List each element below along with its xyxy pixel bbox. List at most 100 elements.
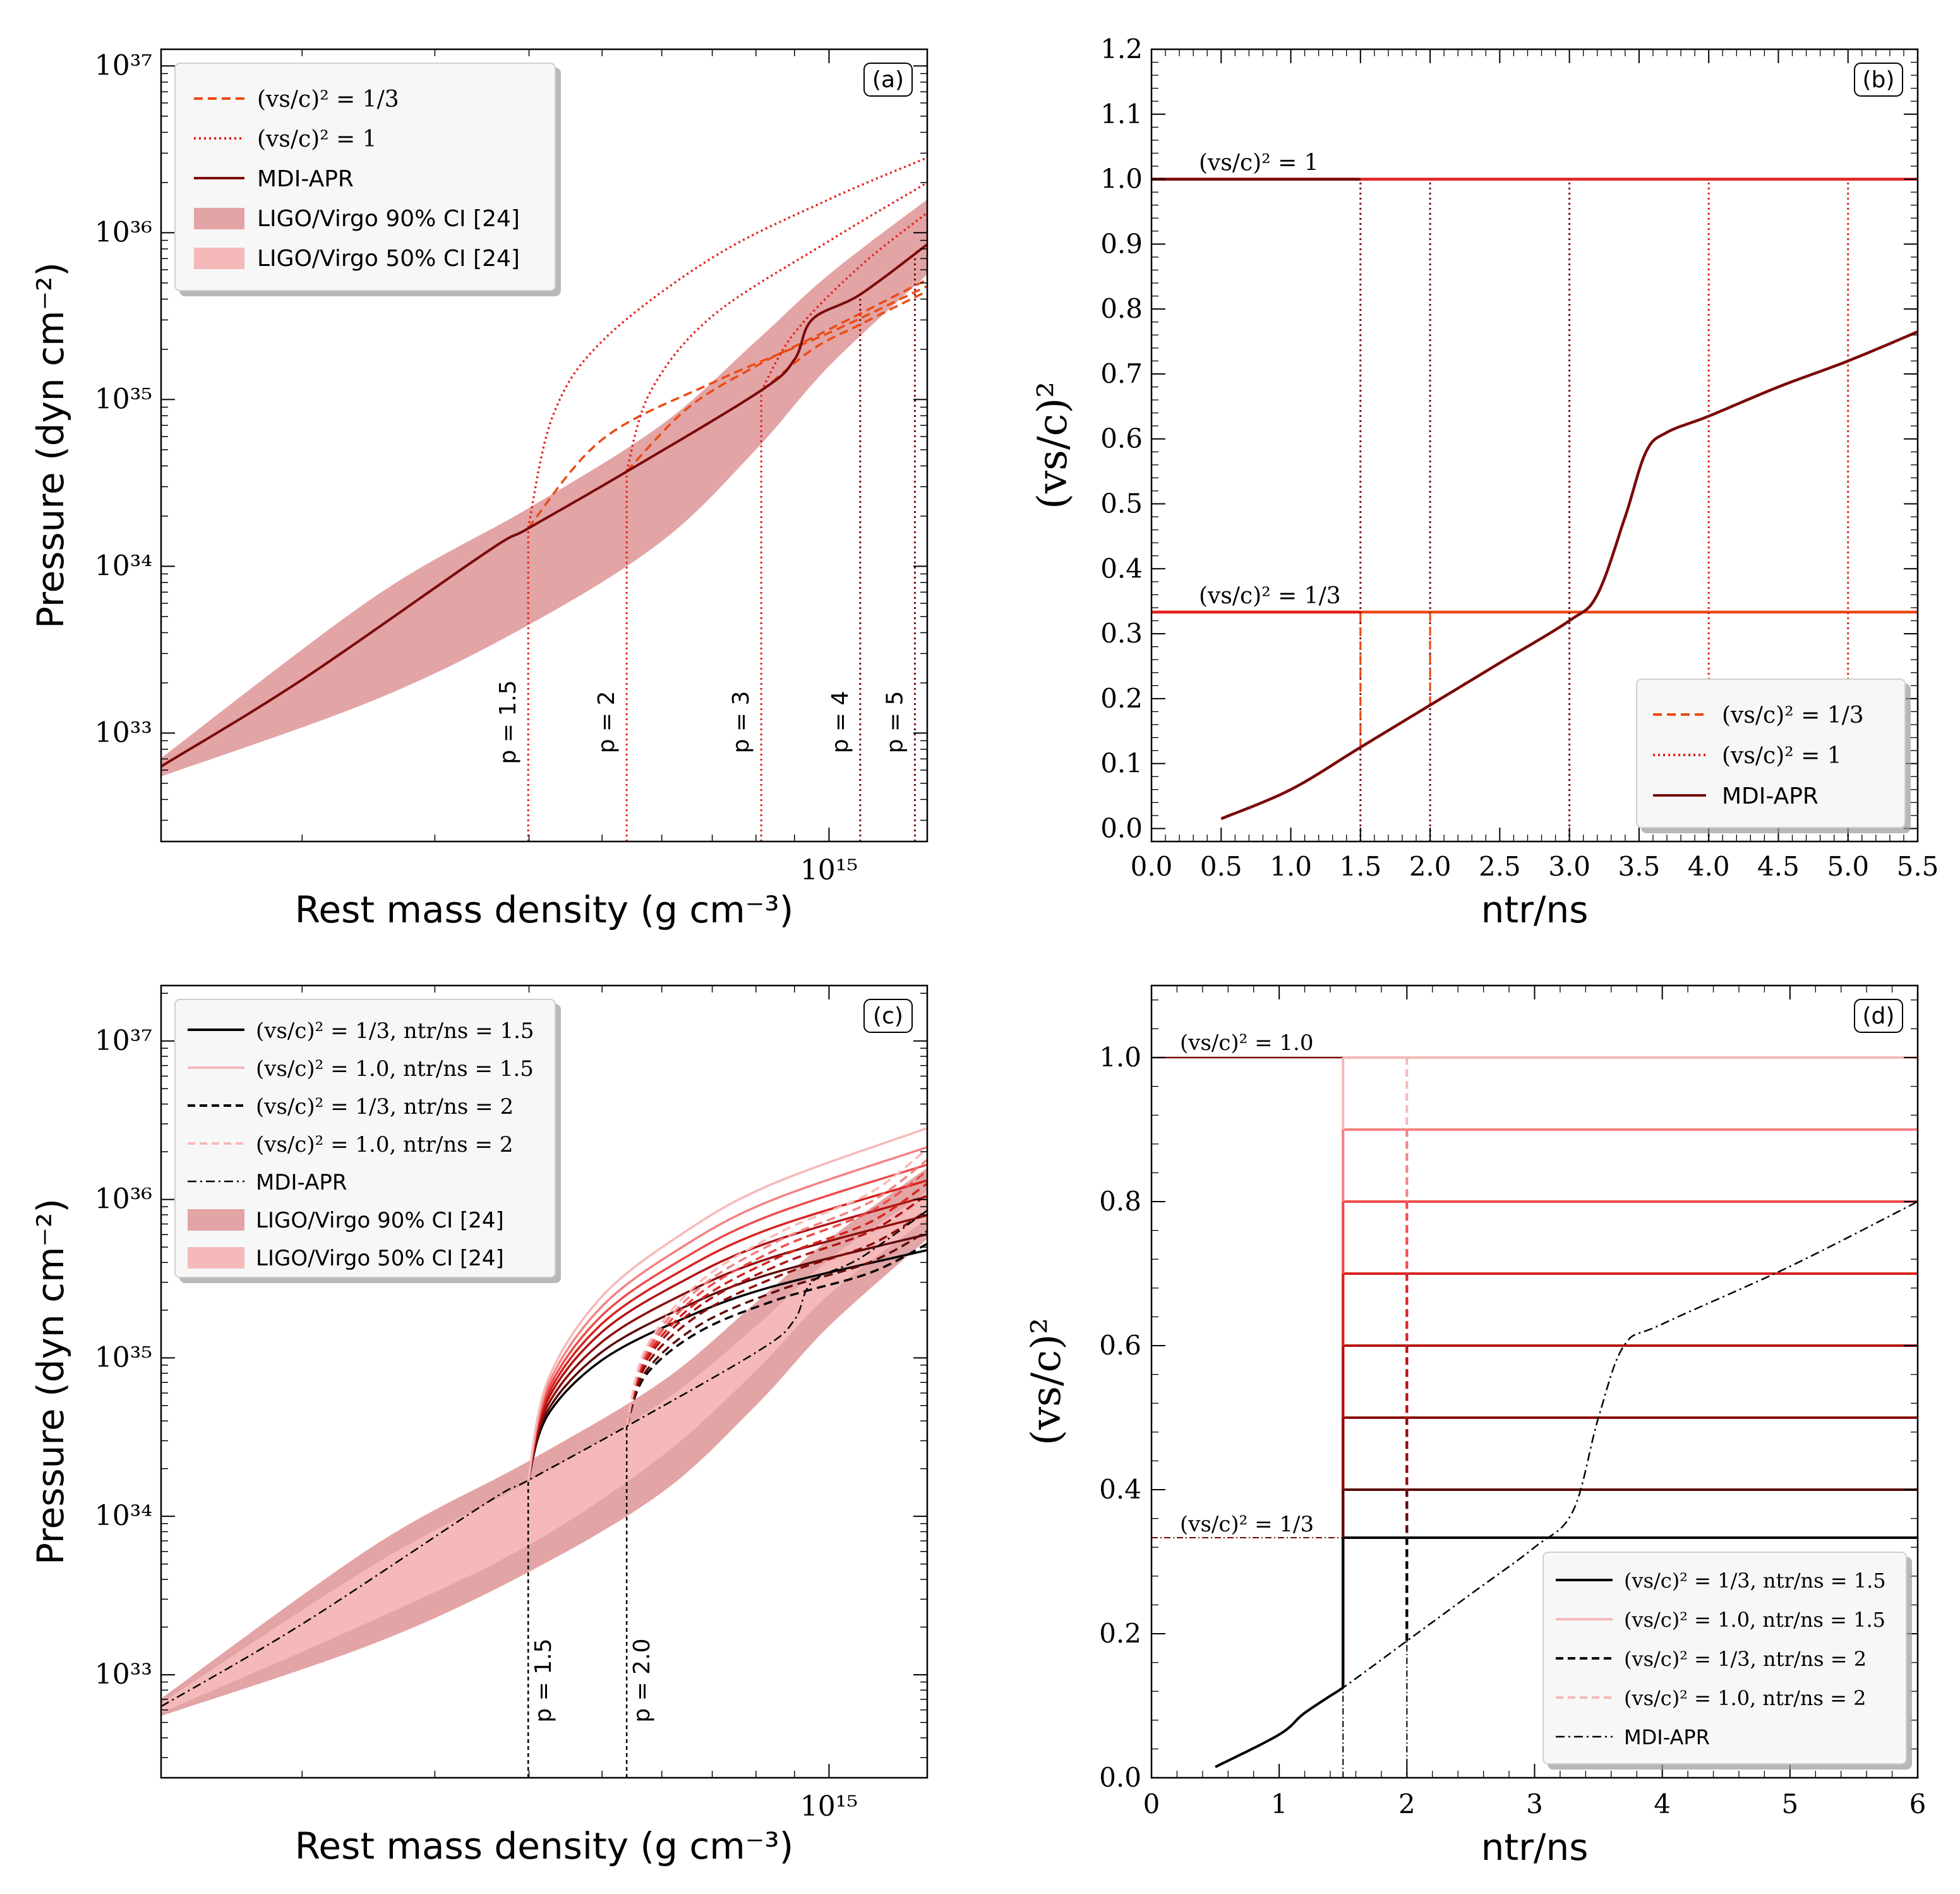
legend-entry: LIGO/Virgo 50% CI [24] [256, 1246, 504, 1271]
panel-label-box [863, 999, 913, 1033]
y-tick-label: 0.2 [1099, 1618, 1141, 1649]
y-tick-label: 1.1 [1100, 99, 1143, 130]
panel-b: 0.0 0.5 1.0 1.5 2.0 2.5 3.0 3.5 4.0 4.5 5.0 5.5 0.0 0… [1030, 33, 1939, 931]
x-tick-label: 10¹⁵ [800, 854, 858, 886]
y-axis-label: (vs/c)² [1030, 382, 1076, 509]
legend-entry: (vs/c)² = 1/3, ntr/ns = 1.5 [256, 1018, 534, 1044]
series-cs1 [625, 181, 927, 472]
legend-entry: (vs/c)² = 1.0, ntr/ns = 2 [256, 1132, 513, 1157]
x-tick-label: 3.0 [1548, 851, 1590, 882]
y-tick-label: 0.4 [1100, 553, 1143, 584]
y-tick-label: 0.0 [1099, 1762, 1141, 1793]
mdi-apr-line [1215, 1200, 1918, 1768]
panel-label-box [863, 63, 913, 97]
legend-entry: (vs/c)² = 1/3 [257, 87, 399, 112]
series-ntr1p5 [527, 1249, 927, 1481]
legend: (vs/c)² = 1/3 (vs/c)² = 1 MDI-APR LIGO/Virg… [174, 63, 556, 291]
legend-entry: LIGO/Virgo 50% CI [24] [257, 246, 520, 272]
x-tick-label: 5 [1781, 1788, 1798, 1819]
y-tick-label: 0.6 [1099, 1330, 1141, 1361]
plot-area [161, 1127, 927, 1778]
plot-area [161, 156, 927, 841]
plot-area [1151, 178, 1918, 841]
panel-d: 0 1 2 3 4 5 6 0.0 0.2 0.4 0.6 0.8 1.0 ntr/ns (vs/c)² (v… [1023, 984, 1927, 1869]
legend-entry: (vs/c)² = 1.0, ntr/ns = 1.5 [256, 1056, 534, 1082]
y-tick-label: 0.7 [1100, 358, 1143, 389]
x-tick-label: 4.0 [1688, 851, 1730, 882]
level-annotation: (vs/c)² = 1 [1199, 150, 1319, 176]
x-tick-label: 6 [1909, 1788, 1927, 1819]
x-tick-label: 2 [1398, 1788, 1416, 1819]
plot-frame [160, 984, 929, 1779]
x-tick-label: 2.0 [1409, 851, 1452, 882]
y-tick-label: 0.8 [1099, 1186, 1141, 1217]
x-tick-label: 4 [1654, 1788, 1671, 1819]
y-axis-label: (vs/c)² [1023, 1318, 1070, 1445]
y-axis-label: Pressure (dyn cm⁻²) [29, 262, 72, 629]
legend: (vs/c)² = 1/3 (vs/c)² = 1 MDI-APR [1636, 679, 1906, 828]
legend-swatch [188, 1247, 244, 1269]
legend-entry: (vs/c)² = 1 [1722, 743, 1842, 769]
mdi-apr-line [161, 1210, 927, 1708]
legend-entry: (vs/c)² = 1.0, ntr/ns = 2 [1624, 1686, 1866, 1710]
series-ntr2 [625, 1243, 927, 1427]
ci-90-band [161, 199, 927, 777]
transition-label: p = 2.0 [629, 1638, 655, 1722]
legend-swatch [188, 1209, 244, 1231]
legend-entry: (vs/c)² = 1 [257, 126, 377, 152]
y-tick-label: 0.6 [1100, 423, 1143, 454]
legend-box [174, 63, 556, 291]
panel-label: (b) [1863, 67, 1895, 93]
y-tick-label: 0.4 [1099, 1474, 1141, 1505]
legend-box [1542, 1552, 1907, 1764]
series-ntr1p5 [527, 1233, 927, 1481]
mdi-apr-line [1220, 330, 1918, 821]
panel-label: (a) [872, 67, 904, 93]
legend-entry: MDI-APR [257, 166, 354, 192]
legend-box [174, 999, 556, 1278]
legend-entry: (vs/c)² = 1/3, ntr/ns = 2 [256, 1094, 514, 1119]
x-tick-label: 0.5 [1200, 851, 1242, 882]
x-tick-label: 4.5 [1757, 851, 1800, 882]
x-tick-label: 5.5 [1897, 851, 1939, 882]
series-ntr1p5 [527, 1127, 927, 1481]
y-tick-label: 0.1 [1100, 748, 1143, 779]
legend-entry: (vs/c)² = 1/3 [1722, 703, 1864, 728]
x-tick-label: 5.0 [1827, 851, 1869, 882]
series-cs13 [527, 285, 927, 529]
y-tick-label: 10³⁵ [95, 383, 152, 415]
x-tick-label: 3 [1526, 1788, 1543, 1819]
series-ntr1p5 [527, 1146, 927, 1481]
y-tick-label: 0.2 [1100, 683, 1143, 714]
x-tick-label: 0.0 [1131, 851, 1173, 882]
legend: (vs/c)² = 1/3, ntr/ns = 1.5 (vs/c)² = 1.0… [174, 999, 556, 1278]
panel-label-box [1854, 999, 1903, 1033]
y-tick-label: 10³⁶ [95, 216, 152, 248]
x-tick-label: 1.0 [1270, 851, 1312, 882]
legend-entry: MDI-APR [1722, 783, 1819, 809]
plot-frame [160, 48, 929, 843]
plot-frame [1150, 48, 1919, 843]
series-ntr2 [625, 1230, 927, 1427]
y-axis-label: Pressure (dyn cm⁻²) [29, 1198, 72, 1565]
plot-area [1151, 1056, 1918, 1778]
legend-entry: MDI-APR [1624, 1725, 1710, 1749]
legend-entry: (vs/c)² = 1/3, ntr/ns = 2 [1624, 1647, 1867, 1671]
y-tick-label: 1.0 [1099, 1042, 1141, 1073]
series-ntr2 [625, 1147, 927, 1427]
series-ntr2 [625, 1209, 927, 1427]
x-tick-label: 2.5 [1479, 851, 1521, 882]
legend-swatch [194, 208, 244, 229]
panel-label: (d) [1863, 1003, 1895, 1029]
level-annotation: (vs/c)² = 1.0 [1180, 1030, 1314, 1056]
y-tick-label: 0.0 [1100, 812, 1143, 843]
y-tick-label: 10³³ [95, 1658, 152, 1691]
legend-box [1636, 679, 1906, 828]
legend-entry: (vs/c)² = 1/3, ntr/ns = 1.5 [1624, 1569, 1886, 1593]
y-tick-label: 1.0 [1100, 164, 1143, 195]
y-tick-label: 0.5 [1100, 488, 1143, 519]
y-tick-label: 10³⁷ [95, 1025, 152, 1057]
panel-c: p = 1.5 p = 2.0 10³³ 10³⁴ 10³⁵ 10³⁶ 10³⁷ 10¹⁵Re… [29, 984, 929, 1867]
y-tick-label: 10³⁵ [95, 1341, 152, 1373]
legend-entry: LIGO/Virgo 90% CI [24] [257, 206, 520, 232]
